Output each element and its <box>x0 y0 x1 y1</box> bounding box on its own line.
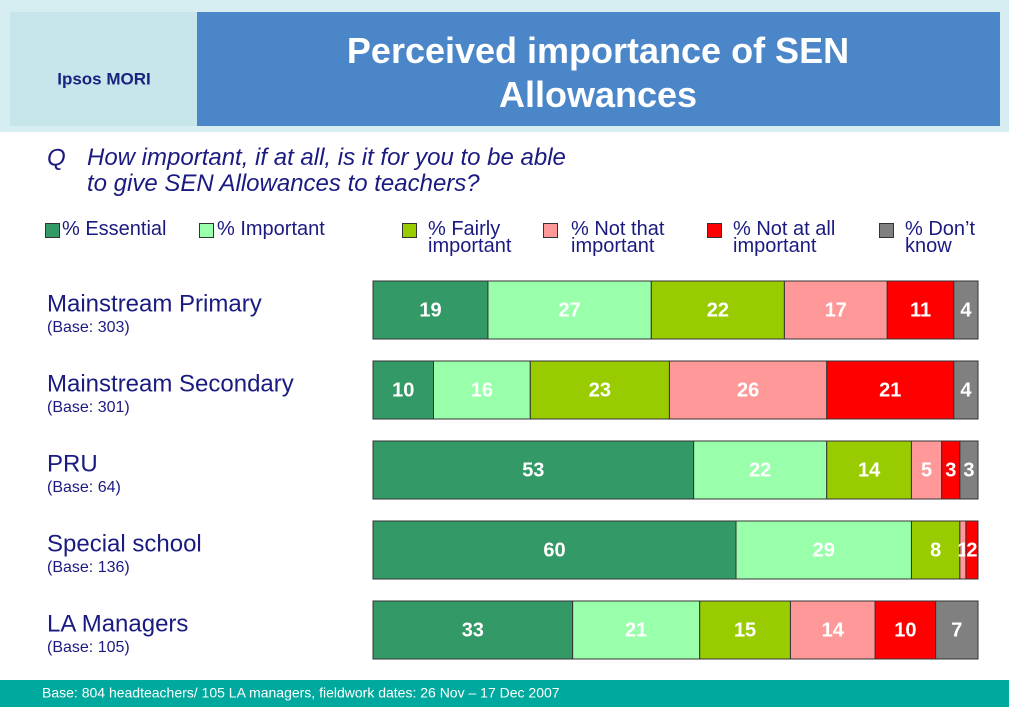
bar-segment <box>826 440 912 500</box>
value-label: 29 <box>813 539 835 561</box>
bar-segment <box>965 520 979 580</box>
value-label: 16 <box>471 379 493 401</box>
category-label: Mainstream Secondary <box>47 370 294 397</box>
category-base: (Base: 64) <box>47 479 121 496</box>
legend-label: % Not that important <box>571 218 665 257</box>
value-label: 7 <box>951 619 962 641</box>
value-label: 27 <box>559 299 581 321</box>
value-label: 21 <box>625 619 647 641</box>
value-label: 22 <box>707 299 729 321</box>
bar-segment <box>959 440 979 500</box>
bar-segment <box>826 360 955 420</box>
bar-segment <box>372 600 574 660</box>
bar-segment <box>910 440 943 500</box>
value-label: 4 <box>960 379 972 401</box>
category-label: LA Managers <box>47 610 188 637</box>
bar-segment <box>910 520 961 580</box>
value-label: 33 <box>462 619 484 641</box>
legend-label: % Not at all important <box>733 218 836 257</box>
legend-label: % Fairly important <box>428 218 512 257</box>
value-label: 5 <box>921 459 932 481</box>
value-label: 11 <box>910 299 931 321</box>
legend-label: % Don’t know <box>905 218 976 257</box>
bar-segment <box>668 360 828 420</box>
chart-title: Perceived importance of SEN Allowances <box>347 30 849 115</box>
bar-segment <box>372 520 737 580</box>
bar-segment <box>372 280 489 340</box>
category-base: (Base: 105) <box>47 639 130 656</box>
value-label: 19 <box>419 299 441 321</box>
bar-segment <box>874 600 937 660</box>
footer: Base: 804 headteachers/ 105 LA managers,… <box>42 685 560 701</box>
value-label: 4 <box>960 299 972 321</box>
value-label: 10 <box>392 379 414 401</box>
logo-box <box>10 12 197 126</box>
title-box <box>197 12 1000 126</box>
question: How important, if at all, is it for you … <box>87 144 566 197</box>
value-label: 10 <box>894 619 916 641</box>
value-label: 3 <box>963 459 974 481</box>
bar-segment <box>953 360 979 420</box>
legend-label: % Important <box>217 218 325 240</box>
value-label: 23 <box>589 379 611 401</box>
value-label: 26 <box>737 379 759 401</box>
logo: Ipsos MORI <box>57 69 151 88</box>
bar-segment <box>735 520 912 580</box>
value-label: 3 <box>945 459 956 481</box>
bar-segment <box>693 440 828 500</box>
category-label: Special school <box>47 530 202 557</box>
value-label: 8 <box>930 539 941 561</box>
value-label: 21 <box>879 379 901 401</box>
bar-segment <box>372 440 695 500</box>
legend-swatch <box>543 223 558 238</box>
value-label: 2 <box>966 539 977 561</box>
legend-swatch <box>402 223 417 238</box>
bar-segment <box>789 600 876 660</box>
legend-swatch <box>45 223 60 238</box>
value-label: 53 <box>522 459 544 481</box>
category-base: (Base: 301) <box>47 399 130 416</box>
bar-segment <box>487 280 652 340</box>
category-label: PRU <box>47 450 98 477</box>
question-marker: Q <box>47 144 66 171</box>
value-label: 14 <box>822 619 845 641</box>
value-label: 15 <box>734 619 756 641</box>
bar-segment <box>953 280 979 340</box>
bar-segment <box>783 280 888 340</box>
value-label: 17 <box>825 299 847 321</box>
legend-swatch <box>199 223 214 238</box>
footer-band <box>0 680 1009 707</box>
legend-swatch <box>879 223 894 238</box>
bar-segment <box>935 600 979 660</box>
bar-segment <box>433 360 531 420</box>
category-label: Mainstream Primary <box>47 290 262 317</box>
legend-label: % Essential <box>62 218 167 240</box>
category-base: (Base: 303) <box>47 319 130 336</box>
value-label: 1 <box>957 539 968 561</box>
value-label: 22 <box>749 459 771 481</box>
category-base: (Base: 136) <box>47 559 130 576</box>
legend-swatch <box>707 223 722 238</box>
bar-segment <box>650 280 785 340</box>
value-label: 14 <box>858 459 881 481</box>
value-label: 60 <box>543 539 565 561</box>
